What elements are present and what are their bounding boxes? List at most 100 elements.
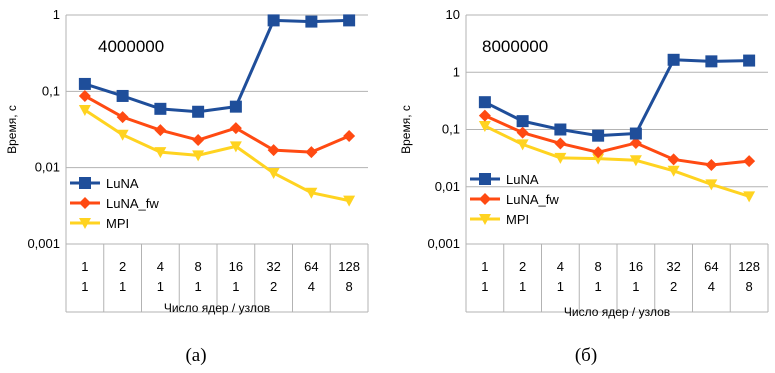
point-marker (79, 218, 91, 229)
point-marker (154, 124, 167, 137)
x-tick-label-cores: 1 (481, 259, 488, 274)
series-line (484, 58, 750, 138)
point-marker (79, 197, 91, 209)
x-tick-label-cores: 128 (738, 259, 760, 274)
point-marker (667, 165, 680, 177)
point-marker (305, 187, 318, 199)
y-tick-label: 1 (453, 64, 460, 79)
point-marker (116, 89, 129, 102)
x-tick-label-nodes: 1 (157, 279, 164, 294)
x-tick-label-nodes: 2 (270, 279, 277, 294)
point-marker (154, 147, 167, 159)
legend-label: MPI (106, 216, 129, 231)
legend: LuNA LuNA_fw MPI (470, 172, 559, 227)
point-marker (592, 146, 605, 159)
point-marker (478, 109, 491, 122)
y-tick-label: 0,001 (427, 236, 460, 251)
series-line (84, 108, 350, 203)
x-tick-label-cores: 16 (229, 259, 243, 274)
point-marker (629, 137, 642, 150)
size-annotation: 8000000 (482, 37, 548, 56)
x-axis-title: Число ядер / узлов (164, 301, 270, 315)
point-marker (516, 126, 529, 139)
y-tick-label: 10 (446, 7, 460, 22)
point-marker (743, 191, 756, 203)
point-marker (629, 155, 642, 167)
x-tick-label-nodes: 1 (519, 279, 526, 294)
point-marker (267, 168, 280, 180)
point-marker (479, 214, 491, 225)
point-marker (743, 155, 756, 168)
legend-label: LuNA (106, 176, 139, 191)
point-marker (705, 179, 718, 191)
point-marker (192, 134, 205, 147)
x-tick-label-nodes: 1 (632, 279, 639, 294)
point-marker (705, 158, 718, 171)
point-marker (192, 105, 205, 118)
x-tick-label-cores: 1 (81, 259, 88, 274)
point-marker (154, 102, 167, 115)
point-marker (78, 77, 91, 90)
x-tick-label-cores: 16 (629, 259, 643, 274)
point-marker (267, 144, 280, 157)
point-marker (554, 123, 567, 136)
legend: LuNA LuNA_fw MPI (70, 176, 159, 231)
x-tick-label-cores: 32 (666, 259, 680, 274)
point-marker (705, 55, 718, 68)
point-marker (229, 100, 242, 113)
point-marker (343, 195, 356, 207)
point-marker (79, 177, 91, 189)
point-marker (305, 15, 318, 28)
point-marker (554, 137, 567, 150)
x-tick-label-cores: 64 (704, 259, 718, 274)
x-tick-label-nodes: 4 (708, 279, 715, 294)
point-marker (78, 104, 91, 116)
point-marker (478, 121, 491, 133)
point-marker (629, 127, 642, 140)
series-line (484, 114, 750, 167)
x-tick-label-cores: 4 (157, 259, 164, 274)
x-tick-label-cores: 64 (304, 259, 318, 274)
legend-label: LuNA (506, 172, 539, 187)
chart-1: 0,001 0,01 0,1 1 1 1 2 1 4 1 8 1 16 1 32 2 64 4 128 8 Число … (5, 7, 369, 366)
point-marker (667, 53, 680, 66)
point-marker (479, 173, 491, 185)
legend-label: LuNA_fw (506, 192, 559, 207)
x-tick-label-cores: 4 (557, 259, 564, 274)
series-luna (78, 14, 356, 118)
point-marker (192, 150, 205, 162)
y-tick-label: 0,1 (442, 122, 460, 137)
figure-caption: (б) (575, 345, 597, 366)
point-marker (305, 146, 318, 159)
point-marker (592, 153, 605, 165)
x-axis-title: Число ядер / узлов (564, 305, 670, 319)
point-marker (343, 129, 356, 142)
x-tick-label-cores: 32 (266, 259, 280, 274)
y-axis-title: Время, с (5, 105, 19, 154)
point-marker (229, 141, 242, 153)
series-mpi (478, 121, 756, 203)
x-tick-label-nodes: 1 (119, 279, 126, 294)
x-tick-label-nodes: 2 (670, 279, 677, 294)
series-mpi (78, 104, 356, 207)
series-luna-fw (478, 109, 756, 171)
series-luna (478, 53, 756, 142)
x-tick-label-nodes: 8 (746, 279, 753, 294)
point-marker (516, 115, 529, 128)
point-marker (343, 14, 356, 27)
figure-caption: (а) (185, 345, 206, 366)
x-tick-label-cores: 8 (195, 259, 202, 274)
x-tick-label-cores: 8 (595, 259, 602, 274)
x-tick-label-nodes: 1 (481, 279, 488, 294)
point-marker (116, 129, 129, 141)
point-marker (554, 152, 567, 164)
legend-label: LuNA_fw (106, 196, 159, 211)
point-marker (478, 96, 491, 109)
size-annotation: 4000000 (98, 37, 164, 56)
y-tick-label: 0,1 (42, 83, 60, 98)
x-tick-label-nodes: 1 (81, 279, 88, 294)
point-marker (592, 129, 605, 142)
chart-2: 0,001 0,01 0,1 1 10 1 1 2 1 4 1 8 1 16 1 32 2 64 4 128 8 Числ… (399, 7, 769, 366)
y-axis-title: Время, с (399, 105, 413, 154)
